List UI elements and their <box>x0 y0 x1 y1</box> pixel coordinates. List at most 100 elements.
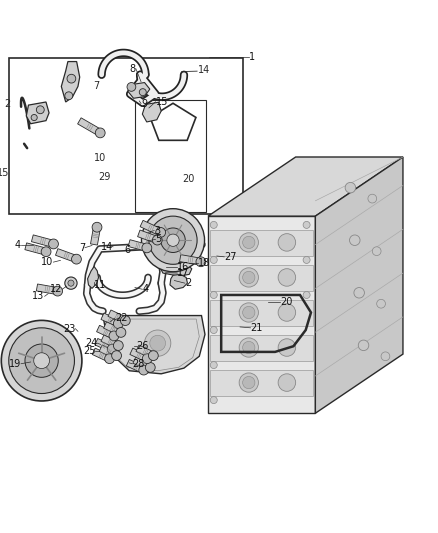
Circle shape <box>49 239 58 249</box>
Text: 10: 10 <box>94 153 106 163</box>
Text: 6: 6 <box>124 245 131 255</box>
Bar <box>210 265 313 290</box>
Text: 1: 1 <box>249 52 255 62</box>
Bar <box>210 335 313 361</box>
Polygon shape <box>138 230 159 244</box>
Circle shape <box>25 344 58 377</box>
Circle shape <box>303 221 310 229</box>
Text: 7: 7 <box>79 243 85 253</box>
Circle shape <box>112 351 121 360</box>
Circle shape <box>149 216 197 264</box>
Circle shape <box>53 286 63 296</box>
Circle shape <box>141 209 205 272</box>
Polygon shape <box>170 274 187 289</box>
Circle shape <box>152 235 162 245</box>
Polygon shape <box>88 266 99 288</box>
Text: 20: 20 <box>280 296 293 306</box>
Text: 5: 5 <box>155 235 162 244</box>
Text: 10: 10 <box>41 257 53 267</box>
Polygon shape <box>208 216 315 413</box>
Polygon shape <box>32 235 54 247</box>
Circle shape <box>243 236 255 248</box>
Polygon shape <box>91 227 100 245</box>
Circle shape <box>239 338 258 357</box>
Text: 25: 25 <box>83 345 95 356</box>
Text: 24: 24 <box>85 338 97 348</box>
Polygon shape <box>25 243 47 255</box>
Circle shape <box>358 340 369 351</box>
Circle shape <box>145 362 155 373</box>
Circle shape <box>127 83 136 91</box>
Circle shape <box>243 306 255 319</box>
Polygon shape <box>96 325 116 339</box>
Polygon shape <box>126 359 145 373</box>
Polygon shape <box>95 338 114 352</box>
Circle shape <box>113 341 123 350</box>
Circle shape <box>156 228 166 237</box>
Polygon shape <box>103 316 205 374</box>
Polygon shape <box>61 61 80 102</box>
Polygon shape <box>99 345 118 359</box>
Text: 2: 2 <box>185 278 191 288</box>
Polygon shape <box>315 157 403 413</box>
Text: 12: 12 <box>50 284 62 294</box>
Circle shape <box>303 292 310 298</box>
Polygon shape <box>136 345 155 359</box>
Polygon shape <box>56 249 78 262</box>
Circle shape <box>113 319 123 328</box>
Polygon shape <box>140 220 162 236</box>
Circle shape <box>345 182 356 193</box>
Polygon shape <box>108 310 127 324</box>
Text: 11: 11 <box>94 280 106 290</box>
Circle shape <box>239 303 258 322</box>
Text: 29: 29 <box>99 172 111 182</box>
Circle shape <box>350 235 360 246</box>
Bar <box>9 59 243 214</box>
Circle shape <box>278 374 296 391</box>
Text: 15: 15 <box>155 97 168 107</box>
Text: 14: 14 <box>198 65 210 75</box>
Text: 28: 28 <box>132 359 145 369</box>
Circle shape <box>116 327 126 337</box>
Circle shape <box>210 221 217 229</box>
Bar <box>210 300 313 326</box>
Circle shape <box>150 335 166 351</box>
Circle shape <box>278 304 296 321</box>
Polygon shape <box>142 102 161 122</box>
Bar <box>210 370 313 395</box>
Text: 27: 27 <box>224 252 237 262</box>
Circle shape <box>239 268 258 287</box>
Circle shape <box>210 361 217 368</box>
Circle shape <box>278 233 296 251</box>
Circle shape <box>142 243 152 253</box>
Polygon shape <box>130 348 149 362</box>
Circle shape <box>377 300 385 308</box>
Text: 2: 2 <box>5 100 11 109</box>
Circle shape <box>139 365 148 375</box>
Text: 22: 22 <box>115 313 127 323</box>
Circle shape <box>243 342 255 354</box>
Circle shape <box>95 128 105 138</box>
Circle shape <box>210 256 217 263</box>
Circle shape <box>1 320 82 401</box>
Circle shape <box>381 352 390 361</box>
Bar <box>210 230 313 255</box>
Circle shape <box>239 373 258 392</box>
Polygon shape <box>128 240 148 251</box>
Circle shape <box>71 254 81 264</box>
Circle shape <box>243 376 255 389</box>
Polygon shape <box>26 102 49 124</box>
Text: 7: 7 <box>93 82 99 91</box>
Circle shape <box>120 316 130 326</box>
Circle shape <box>239 233 258 252</box>
Circle shape <box>92 222 102 232</box>
Circle shape <box>9 328 74 393</box>
Circle shape <box>107 344 117 354</box>
Circle shape <box>67 74 76 83</box>
Circle shape <box>36 106 44 114</box>
Polygon shape <box>128 83 150 98</box>
Polygon shape <box>180 255 201 265</box>
Polygon shape <box>78 118 102 136</box>
Circle shape <box>41 247 51 256</box>
Text: 4: 4 <box>142 284 148 294</box>
